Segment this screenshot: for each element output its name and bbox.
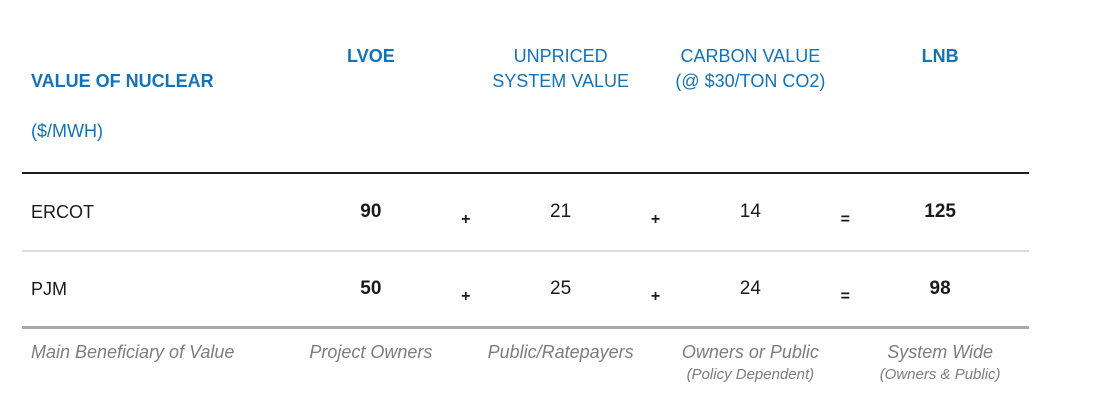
unpriced-line1: UNPRICED	[513, 46, 608, 66]
ercot-lvoe-value: 90	[360, 201, 382, 222]
plus-operator: +	[650, 211, 661, 228]
beneficiary-lvoe: Project Owners	[309, 342, 433, 362]
beneficiary-carbon: Owners or Public (Policy Dependent)	[662, 341, 840, 385]
beneficiary-carbon-main: Owners or Public	[681, 342, 819, 362]
table-row-ercot: ERCOT 90 + 21 + 14 = 125	[22, 174, 1029, 252]
equals-operator: =	[840, 211, 850, 228]
plus-operator: +	[461, 211, 471, 228]
beneficiary-lnb-sub: (Owners & Public)	[879, 366, 1001, 383]
beneficiary-lnb-main: System Wide	[887, 342, 994, 362]
ercot-lnb-value: 125	[924, 201, 956, 222]
column-header-carbon-value: CARBON VALUE (@ $30/TON CO2)	[662, 44, 840, 94]
ercot-unpriced-value: 21	[550, 201, 572, 222]
column-header-lnb: LNB	[921, 46, 959, 66]
table-header-row: VALUE OF NUCLEAR ($/MWH) LVOE UNPRICED SY…	[22, 38, 1029, 174]
plus-operator: +	[650, 288, 661, 305]
carbon-line2: (@ $30/TON CO2)	[675, 71, 826, 91]
ercot-carbon-value: 14	[739, 201, 761, 222]
pjm-unpriced-value: 25	[550, 278, 572, 299]
table-row-pjm: PJM 50 + 25 + 24 = 98	[22, 252, 1029, 329]
unpriced-line2: SYSTEM VALUE	[492, 71, 629, 91]
beneficiary-row-label: Main Beneficiary of Value	[31, 342, 235, 362]
pjm-lnb-value: 98	[929, 278, 951, 299]
value-of-nuclear-table: VALUE OF NUCLEAR ($/MWH) LVOE UNPRICED SY…	[22, 38, 1029, 385]
beneficiary-lnb: System Wide (Owners & Public)	[851, 341, 1029, 385]
column-header-lvoe: LVOE	[347, 46, 395, 66]
beneficiary-unpriced: Public/Ratepayers	[487, 342, 634, 362]
table-title-line1: VALUE OF NUCLEAR	[31, 71, 214, 91]
beneficiary-carbon-sub: (Policy Dependent)	[686, 366, 815, 383]
equals-operator: =	[840, 288, 850, 305]
carbon-line1: CARBON VALUE	[680, 46, 821, 66]
beneficiary-row: Main Beneficiary of Value Project Owners…	[22, 329, 1029, 385]
plus-operator: +	[461, 288, 471, 305]
pjm-lvoe-value: 50	[360, 278, 382, 299]
pjm-carbon-value: 24	[739, 278, 761, 299]
row-label-pjm: PJM	[31, 278, 67, 299]
table-title: VALUE OF NUCLEAR ($/MWH)	[22, 44, 282, 169]
table-title-units: ($/MWH)	[31, 121, 103, 141]
column-header-unpriced-system-value: UNPRICED SYSTEM VALUE	[472, 44, 650, 94]
row-label-ercot: ERCOT	[31, 201, 94, 222]
